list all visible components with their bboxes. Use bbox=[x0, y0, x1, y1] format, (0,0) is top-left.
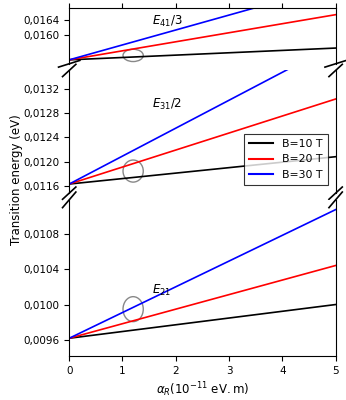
B=20 T bbox=[226, 292, 230, 297]
B=30 T bbox=[226, 98, 230, 103]
B=30 T bbox=[225, 99, 229, 104]
B=20 T bbox=[225, 131, 229, 136]
B=30 T bbox=[68, 57, 72, 62]
B=30 T bbox=[67, 182, 71, 186]
B=20 T bbox=[67, 58, 71, 62]
B=10 T bbox=[292, 308, 296, 312]
B=10 T bbox=[334, 302, 338, 307]
B=30 T bbox=[334, 42, 338, 47]
B=20 T bbox=[292, 19, 296, 24]
B=30 T bbox=[309, 55, 313, 60]
Line: B=20 T: B=20 T bbox=[69, 99, 336, 184]
B=30 T bbox=[230, 257, 234, 262]
B=20 T bbox=[230, 130, 234, 134]
B=10 T bbox=[68, 336, 72, 340]
B=20 T bbox=[334, 12, 338, 17]
B=20 T bbox=[67, 336, 71, 341]
B=10 T bbox=[68, 58, 72, 62]
Line: B=20 T: B=20 T bbox=[69, 15, 336, 60]
B=10 T bbox=[226, 316, 230, 320]
B=20 T bbox=[292, 110, 296, 115]
B=10 T bbox=[67, 58, 71, 62]
Line: B=30 T: B=30 T bbox=[69, 0, 336, 60]
B=10 T bbox=[225, 316, 229, 321]
Line: B=30 T: B=30 T bbox=[69, 210, 336, 338]
B=20 T bbox=[226, 131, 230, 136]
B=30 T bbox=[67, 336, 71, 341]
B=20 T bbox=[225, 293, 229, 298]
B=30 T bbox=[292, 64, 296, 69]
B=30 T bbox=[226, 259, 230, 264]
B=10 T bbox=[230, 50, 234, 55]
B=20 T bbox=[68, 336, 72, 340]
B=10 T bbox=[226, 50, 230, 55]
Line: B=10 T: B=10 T bbox=[69, 304, 336, 338]
Line: B=30 T: B=30 T bbox=[69, 44, 336, 184]
B=30 T bbox=[67, 58, 71, 62]
Text: $E_{31}/2$: $E_{31}/2$ bbox=[152, 97, 182, 112]
B=30 T bbox=[225, 13, 229, 18]
B=20 T bbox=[309, 104, 313, 109]
B=10 T bbox=[292, 48, 296, 52]
B=30 T bbox=[68, 181, 72, 186]
B=10 T bbox=[230, 165, 234, 170]
B=20 T bbox=[226, 30, 230, 35]
Legend: B=10 T, B=20 T, B=30 T: B=10 T, B=20 T, B=30 T bbox=[244, 134, 328, 185]
B=10 T bbox=[309, 47, 313, 52]
B=10 T bbox=[334, 154, 338, 159]
B=20 T bbox=[309, 270, 313, 275]
Text: $E_{41}/3$: $E_{41}/3$ bbox=[152, 14, 182, 30]
B=20 T bbox=[230, 291, 234, 296]
Text: $E_{21}$: $E_{21}$ bbox=[152, 283, 171, 298]
Line: B=20 T: B=20 T bbox=[69, 266, 336, 338]
B=10 T bbox=[68, 182, 72, 186]
B=10 T bbox=[225, 50, 229, 55]
B=10 T bbox=[334, 46, 338, 50]
B=30 T bbox=[334, 207, 338, 212]
B=30 T bbox=[292, 228, 296, 232]
X-axis label: $\alpha_R(10^{-11}\ \mathrm{eV.m})$: $\alpha_R(10^{-11}\ \mathrm{eV.m})$ bbox=[156, 380, 249, 398]
B=20 T bbox=[68, 181, 72, 186]
B=10 T bbox=[292, 159, 296, 164]
B=10 T bbox=[67, 336, 71, 341]
B=30 T bbox=[230, 12, 234, 16]
B=30 T bbox=[68, 336, 72, 340]
Line: B=10 T: B=10 T bbox=[69, 48, 336, 60]
B=20 T bbox=[67, 182, 71, 186]
B=30 T bbox=[230, 96, 234, 101]
B=20 T bbox=[334, 263, 338, 268]
B=20 T bbox=[334, 97, 338, 102]
B=30 T bbox=[309, 219, 313, 224]
B=10 T bbox=[226, 165, 230, 170]
B=10 T bbox=[67, 182, 71, 186]
B=10 T bbox=[225, 166, 229, 170]
B=30 T bbox=[225, 260, 229, 264]
B=10 T bbox=[309, 305, 313, 310]
B=10 T bbox=[309, 157, 313, 162]
Text: Transition energy (eV): Transition energy (eV) bbox=[10, 115, 24, 245]
B=20 T bbox=[309, 16, 313, 21]
B=20 T bbox=[68, 57, 72, 62]
Line: B=10 T: B=10 T bbox=[69, 157, 336, 184]
B=30 T bbox=[226, 13, 230, 18]
B=20 T bbox=[292, 274, 296, 279]
B=10 T bbox=[230, 315, 234, 320]
B=20 T bbox=[225, 31, 229, 36]
B=20 T bbox=[230, 30, 234, 34]
